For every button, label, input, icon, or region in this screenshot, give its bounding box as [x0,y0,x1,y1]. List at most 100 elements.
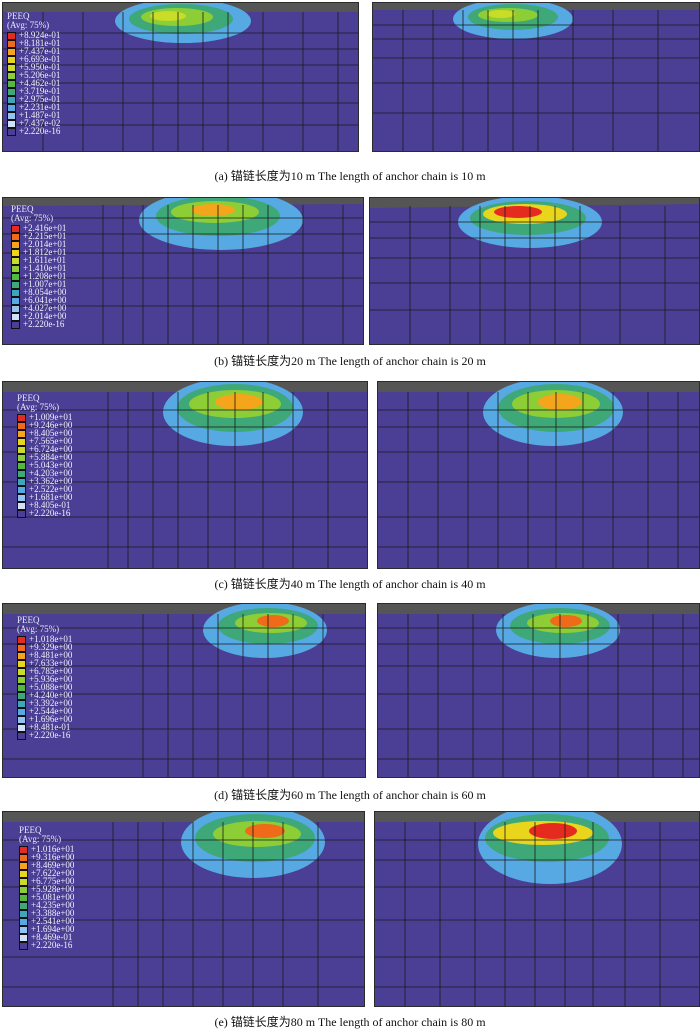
legend-value: +5.928e+00 [31,884,75,894]
panel-d-right [377,603,700,778]
mesh-plot [373,3,699,151]
legend-value: +8.405e-01 [29,500,71,510]
mesh-plot [378,382,699,568]
legend-value: +5.043e+00 [29,460,73,470]
legend-value: +7.622e+00 [31,868,75,878]
legend-value: +2.014e+01 [23,239,67,249]
legend: PEEQ (Avg: 75%) +1.016e+01 +9.316e+00 +8… [19,825,74,950]
legend-value: +1.487e-01 [19,110,61,120]
legend-value: +9.246e+00 [29,420,73,430]
legend-value: +3.719e-01 [19,86,61,96]
legend-value: +6.041e+00 [23,295,67,305]
legend-value: +2.541e+00 [31,916,75,926]
legend-value: +1.016e+01 [31,844,75,854]
panel-d-left: PEEQ (Avg: 75%) +1.018e+01 +9.329e+00 +8… [2,603,366,778]
legend-value: +6.785e+00 [29,666,73,676]
mesh-plot [3,3,358,151]
legend-value: +9.316e+00 [31,852,75,862]
mesh-plot [378,604,699,777]
panel-e-left: PEEQ (Avg: 75%) +1.016e+01 +9.316e+00 +8… [2,811,365,1007]
panel-c-right [377,381,700,569]
legend-value: +9.329e+00 [29,642,73,652]
caption-c: (c) 锚链长度为40 m The length of anchor chain… [214,577,486,591]
mesh-plot [3,812,364,1006]
legend-value: +8.481e-01 [29,722,71,732]
legend-subtitle: (Avg: 75%) [17,402,60,412]
legend-value: +7.437e-01 [19,46,61,56]
panel-a-right [372,2,700,152]
legend-value: +7.565e+00 [29,436,73,446]
legend-subtitle: (Avg: 75%) [17,624,60,634]
legend-value: +2.220e-16 [29,730,71,740]
legend-value: +5.950e-01 [19,62,61,72]
legend-value: +1.410e+01 [23,263,67,273]
legend-value: +2.220e-16 [23,319,65,329]
legend: PEEQ (Avg: 75%) +8.924e-01 +8.181e-01 +7… [7,11,60,136]
legend-value: +8.181e-01 [19,38,61,48]
mesh-plot [370,198,699,344]
mesh-plot [375,812,699,1006]
legend-value: +6.724e+00 [29,444,73,454]
mesh-plot [3,382,367,568]
mesh-plot [3,198,363,344]
legend-value: +1.611e+01 [23,255,67,265]
legend-value: +2.220e-16 [19,126,61,136]
legend-value: +6.775e+00 [31,876,75,886]
legend-subtitle: (Avg: 75%) [7,20,50,30]
legend-value: +1.694e+00 [31,924,75,934]
legend-value: +5.081e+00 [31,892,75,902]
legend-value: +8.469e-01 [31,932,73,942]
legend-value: +5.884e+00 [29,452,73,462]
legend-value: +2.014e+00 [23,311,67,321]
panel-a-left: PEEQ (Avg: 75%) +8.924e-01 +8.181e-01 +7… [2,2,359,152]
legend-value: +5.088e+00 [29,682,73,692]
legend-value: +2.220e-16 [31,940,73,950]
panel-b-right [369,197,700,345]
legend-subtitle: (Avg: 75%) [11,213,54,223]
legend-value: +2.231e-01 [19,102,61,112]
legend-value: +1.696e+00 [29,714,73,724]
caption-a: (a) 锚链长度为10 m The length of anchor chain… [214,169,486,183]
legend-value: +1.812e+01 [23,247,67,257]
legend-value: +2.215e+01 [23,231,67,241]
legend-value: +3.362e+00 [29,476,73,486]
legend-value: +1.681e+00 [29,492,73,502]
legend-value: +1.009e+01 [29,412,73,422]
legend-value: +4.462e-01 [19,78,61,88]
legend-value: +5.936e+00 [29,674,73,684]
legend-value: +2.220e-16 [29,508,71,518]
legend-title: PEEQ [19,825,42,835]
legend: PEEQ (Avg: 75%) +2.416e+01 +2.215e+01 +2… [11,204,66,329]
legend-value: +3.388e+00 [31,908,75,918]
legend: PEEQ (Avg: 75%) +1.009e+01 +9.246e+00 +8… [17,393,72,518]
legend-value: +1.018e+01 [29,634,73,644]
caption-b: (b) 锚链长度为20 m The length of anchor chain… [214,354,486,368]
legend-value: +5.206e-01 [19,70,61,80]
legend-value: +4.027e+00 [23,303,67,313]
panel-e-right [374,811,700,1007]
legend: PEEQ (Avg: 75%) +1.018e+01 +9.329e+00 +8… [17,615,72,740]
legend-value: +7.437e-02 [19,118,61,128]
legend-value: +7.633e+00 [29,658,73,668]
panel-b-left: PEEQ (Avg: 75%) +2.416e+01 +2.215e+01 +2… [2,197,364,345]
legend-value: +2.522e+00 [29,484,73,494]
legend-value: +4.240e+00 [29,690,73,700]
legend-title: PEEQ [17,615,40,625]
legend-title: PEEQ [11,204,34,214]
caption-e: (e) 锚链长度为80 m The length of anchor chain… [214,1015,486,1029]
legend-value: +8.469e+00 [31,860,75,870]
legend-value: +6.693e-01 [19,54,61,64]
legend-value: +1.208e+01 [23,271,67,281]
panel-c-left: PEEQ (Avg: 75%) +1.009e+01 +9.246e+00 +8… [2,381,368,569]
legend-value: +3.392e+00 [29,698,73,708]
legend-value: +8.924e-01 [19,30,61,40]
legend-value: +4.203e+00 [29,468,73,478]
legend-title: PEEQ [17,393,40,403]
legend-value: +2.416e+01 [23,223,67,233]
legend-value: +1.007e+01 [23,279,67,289]
mesh-plot [3,604,365,777]
caption-d: (d) 锚链长度为60 m The length of anchor chain… [214,788,486,802]
legend-title: PEEQ [7,11,30,21]
legend-subtitle: (Avg: 75%) [19,834,62,844]
legend-value: +8.054e+00 [23,287,67,297]
